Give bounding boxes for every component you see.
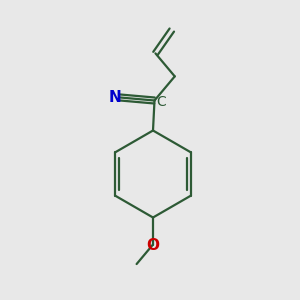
Text: N: N (108, 90, 121, 105)
Text: C: C (156, 95, 166, 109)
Text: O: O (146, 238, 160, 253)
